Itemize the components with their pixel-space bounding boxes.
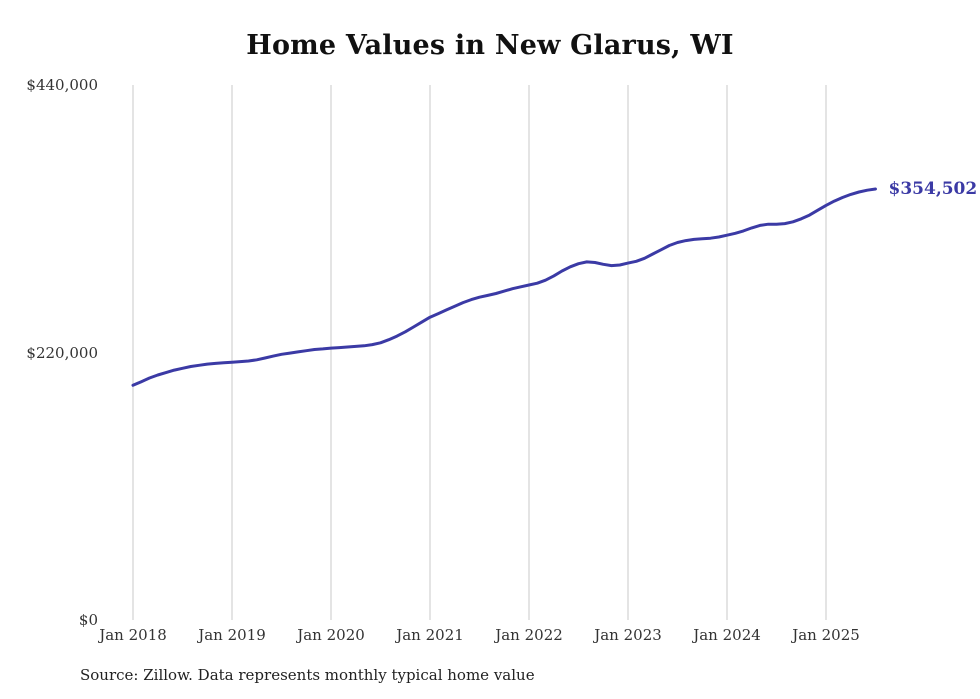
x-tick-label: Jan 2024 xyxy=(693,626,761,644)
current-value-label: $354,502 xyxy=(888,178,978,199)
x-tick-label: Jan 2022 xyxy=(495,626,563,644)
x-tick-label: Jan 2020 xyxy=(297,626,365,644)
source-note: Source: Zillow. Data represents monthly … xyxy=(80,666,535,684)
x-tick-label: Jan 2019 xyxy=(198,626,266,644)
chart-title: Home Values in New Glarus, WI xyxy=(246,30,734,61)
x-tick-label: Jan 2023 xyxy=(594,626,662,644)
y-tick-label: $440,000 xyxy=(26,76,98,94)
y-tick-label: $220,000 xyxy=(26,343,98,362)
x-tick-label: Jan 2025 xyxy=(792,626,860,644)
x-tick-label: Jan 2021 xyxy=(396,626,464,644)
y-tick-label: $0 xyxy=(78,611,98,629)
x-tick-label: Jan 2018 xyxy=(99,626,167,644)
home-value-line xyxy=(131,187,877,387)
